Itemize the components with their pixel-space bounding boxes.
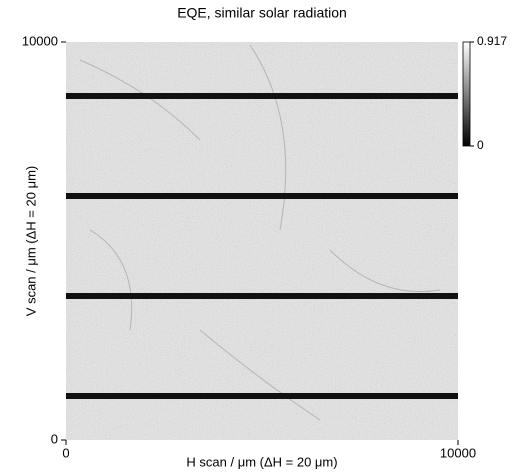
y-tick-label: 0 [51,431,58,446]
y-axis-label: V scan / μm (ΔH = 20 μm) [23,166,38,316]
chart-title: EQE, similar solar radiation [177,5,347,21]
x-tick-label: 10000 [440,445,476,460]
x-tick-label: 0 [62,445,69,460]
colorbar-tick-label: 0.917 [477,34,507,48]
heatmap-image [66,42,458,440]
colorbar-tick-label: 0 [477,138,484,152]
colorbar [462,41,471,147]
y-tick-label: 10000 [22,33,58,48]
x-axis-label: H scan / μm (ΔH = 20 μm) [186,454,337,469]
